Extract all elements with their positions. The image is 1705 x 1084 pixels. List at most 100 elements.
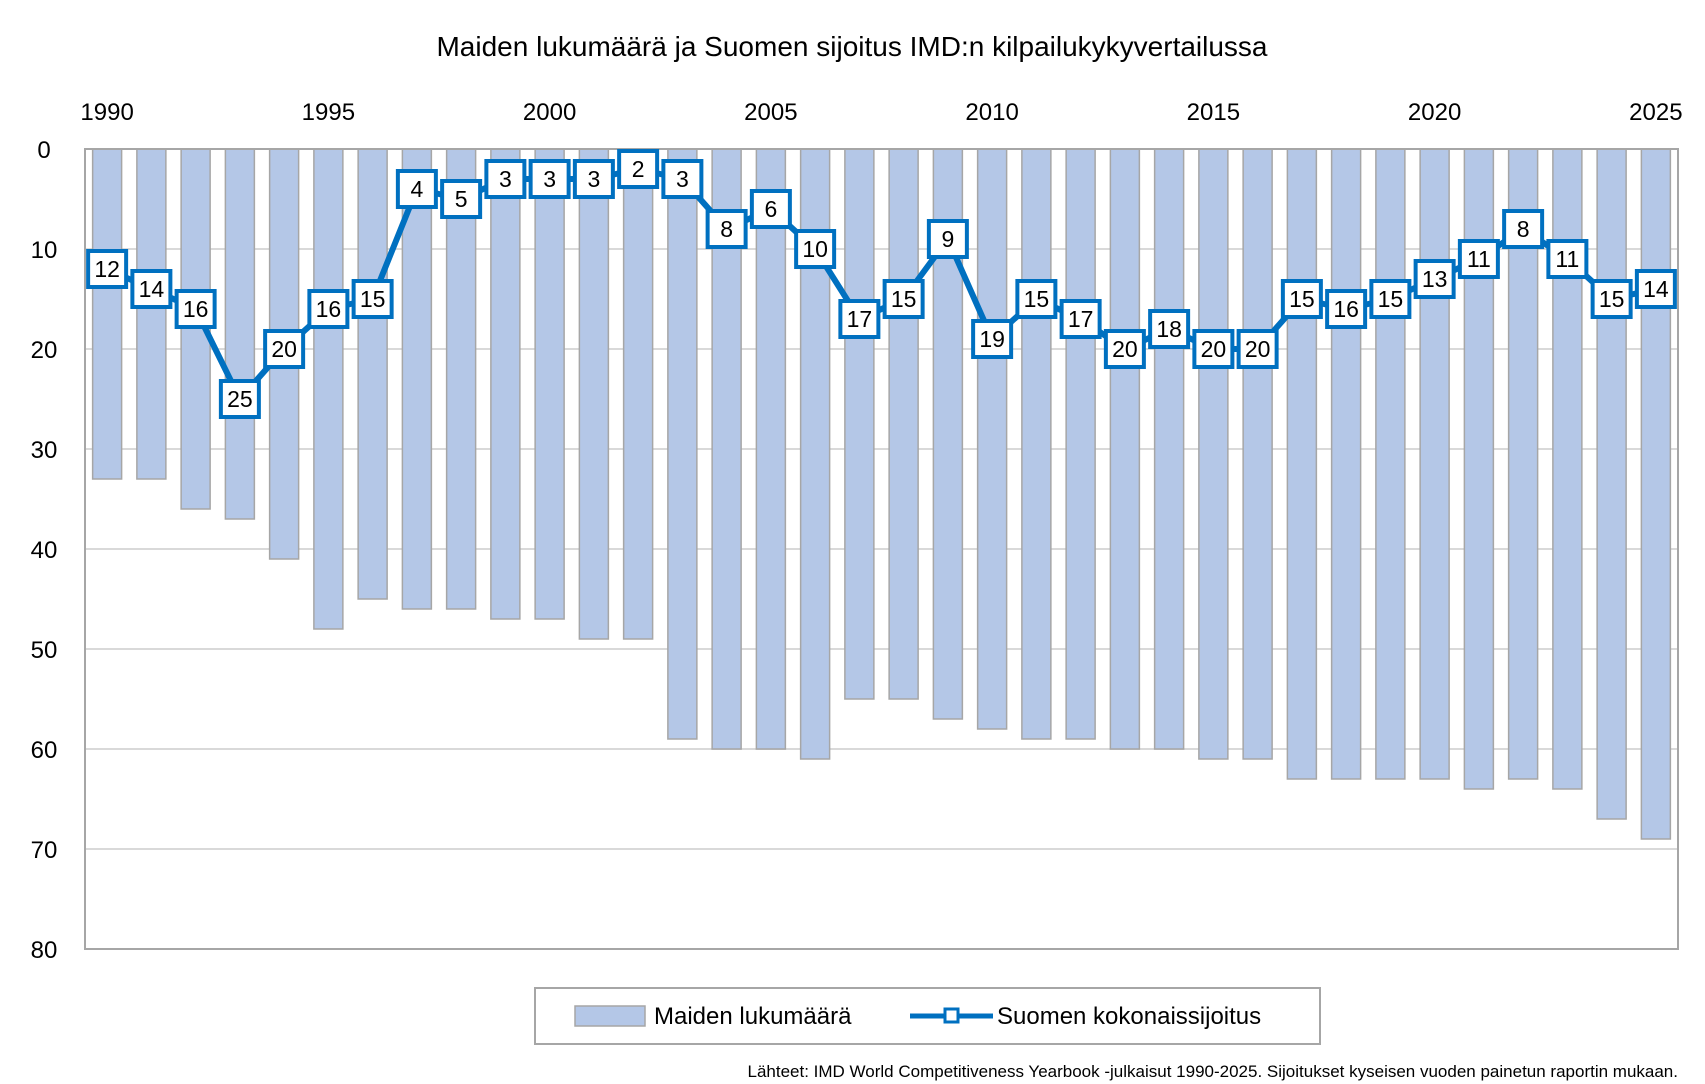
rank-point-2012: 17 [1059, 299, 1102, 339]
rank-label: 15 [1024, 286, 1050, 312]
legend-label-bars: Maiden lukumäärä [654, 1003, 852, 1030]
legend: Maiden lukumäärä Suomen kokonaissijoitus [534, 987, 1321, 1045]
rank-point-1994: 20 [263, 329, 306, 369]
rank-marker [705, 209, 748, 249]
x-tick-label: 2015 [1187, 99, 1240, 126]
rank-marker [1103, 329, 1146, 369]
rank-marker [1280, 279, 1323, 319]
y-tick-label: 60 [31, 737, 58, 764]
bar-1999 [490, 148, 521, 620]
source-note: Lähteet: IMD World Competitiveness Yearb… [747, 1062, 1678, 1081]
rank-marker [263, 329, 306, 369]
rank-point-2006: 10 [794, 229, 837, 269]
bar-2019 [1375, 148, 1406, 780]
rank-marker [351, 279, 394, 319]
rank-marker [484, 159, 527, 199]
legend-label-line: Suomen kokonaissijoitus [997, 1003, 1261, 1030]
bar-2018 [1330, 148, 1362, 780]
rank-label: 16 [183, 296, 209, 322]
rank-point-2011: 15 [1015, 279, 1058, 319]
rank-marker [1192, 329, 1235, 369]
rank-point-1993: 25 [218, 379, 261, 419]
rank-label: 15 [360, 286, 386, 312]
rank-point-2007: 17 [838, 299, 881, 339]
rank-marker [86, 249, 129, 289]
rank-point-2009: 9 [926, 219, 969, 259]
rank-label: 2 [632, 156, 645, 182]
rank-label: 20 [271, 336, 297, 362]
bar-2015 [1198, 148, 1229, 760]
rank-point-1992: 16 [174, 289, 217, 329]
rank-marker [1590, 279, 1633, 319]
rank-label: 3 [587, 166, 600, 192]
rank-label: 17 [1068, 306, 1094, 332]
rank-point-2015: 20 [1192, 329, 1235, 369]
rank-marker [1502, 209, 1545, 249]
rank-marker [1546, 239, 1589, 279]
rank-label: 20 [1112, 336, 1138, 362]
rank-label: 15 [891, 286, 917, 312]
rank-marker [617, 149, 660, 189]
bar-2005 [755, 148, 787, 750]
rank-label: 3 [499, 166, 512, 192]
rank-label: 13 [1422, 266, 1448, 292]
rank-marker [1634, 269, 1677, 309]
rank-point-2017: 15 [1280, 279, 1323, 319]
rank-marker [794, 229, 837, 269]
rank-point-1997: 4 [395, 169, 438, 209]
rank-label: 14 [139, 276, 165, 302]
x-axis: 1990 1995 2000 2005 2010 2015 2020 2025 [80, 99, 1682, 126]
rank-label: 10 [802, 236, 828, 262]
rank-marker [218, 379, 261, 419]
rank-label: 20 [1201, 336, 1227, 362]
rank-marker [1413, 259, 1456, 299]
rank-point-2000: 3 [528, 159, 571, 199]
rank-label: 11 [1555, 246, 1579, 272]
rank-marker [882, 279, 925, 319]
rank-point-2023: 11 [1546, 239, 1589, 279]
y-tick-label: 0 [37, 137, 50, 164]
bar-1990 [91, 148, 123, 480]
rank-point-2001: 3 [572, 159, 615, 199]
rank-label: 15 [1289, 286, 1315, 312]
bar-2011 [1021, 148, 1052, 740]
rank-point-1995: 16 [307, 289, 350, 329]
y-tick-label: 50 [31, 637, 58, 664]
rank-point-1990: 12 [86, 249, 129, 289]
rank-point-2013: 20 [1103, 329, 1146, 369]
bar-2020 [1419, 148, 1450, 780]
x-tick-label: 2010 [965, 99, 1018, 126]
x-tick-label: 2020 [1408, 99, 1461, 126]
rank-label: 8 [720, 216, 733, 242]
x-tick-label: 1995 [302, 99, 355, 126]
rank-point-2025: 14 [1634, 269, 1677, 309]
rank-label: 19 [979, 326, 1005, 352]
rank-point-2018: 16 [1325, 289, 1368, 329]
rank-marker [1369, 279, 1412, 319]
bar-1996 [357, 148, 388, 600]
bar-2001 [578, 148, 610, 640]
rank-point-2014: 18 [1148, 309, 1191, 349]
bar-2017 [1286, 148, 1318, 780]
rank-point-1996: 15 [351, 279, 394, 319]
rank-label: 15 [1599, 286, 1625, 312]
rank-point-2020: 13 [1413, 259, 1456, 299]
x-tick-label: 2005 [744, 99, 797, 126]
rank-point-2019: 15 [1369, 279, 1412, 319]
y-tick-label: 80 [31, 937, 58, 964]
bar-2022 [1507, 148, 1539, 780]
rank-label: 17 [847, 306, 873, 332]
rank-label: 20 [1245, 336, 1271, 362]
rank-point-2010: 19 [971, 319, 1014, 359]
rank-point-1991: 14 [130, 269, 173, 309]
y-tick-label: 20 [31, 337, 58, 364]
rank-marker [307, 289, 350, 329]
rank-marker [1148, 309, 1191, 349]
bar-1991 [136, 148, 167, 480]
y-tick-label: 10 [31, 237, 58, 264]
y-tick-label: 30 [31, 437, 58, 464]
rank-marker [971, 319, 1014, 359]
rank-label: 11 [1467, 246, 1491, 272]
rank-label: 16 [316, 296, 342, 322]
